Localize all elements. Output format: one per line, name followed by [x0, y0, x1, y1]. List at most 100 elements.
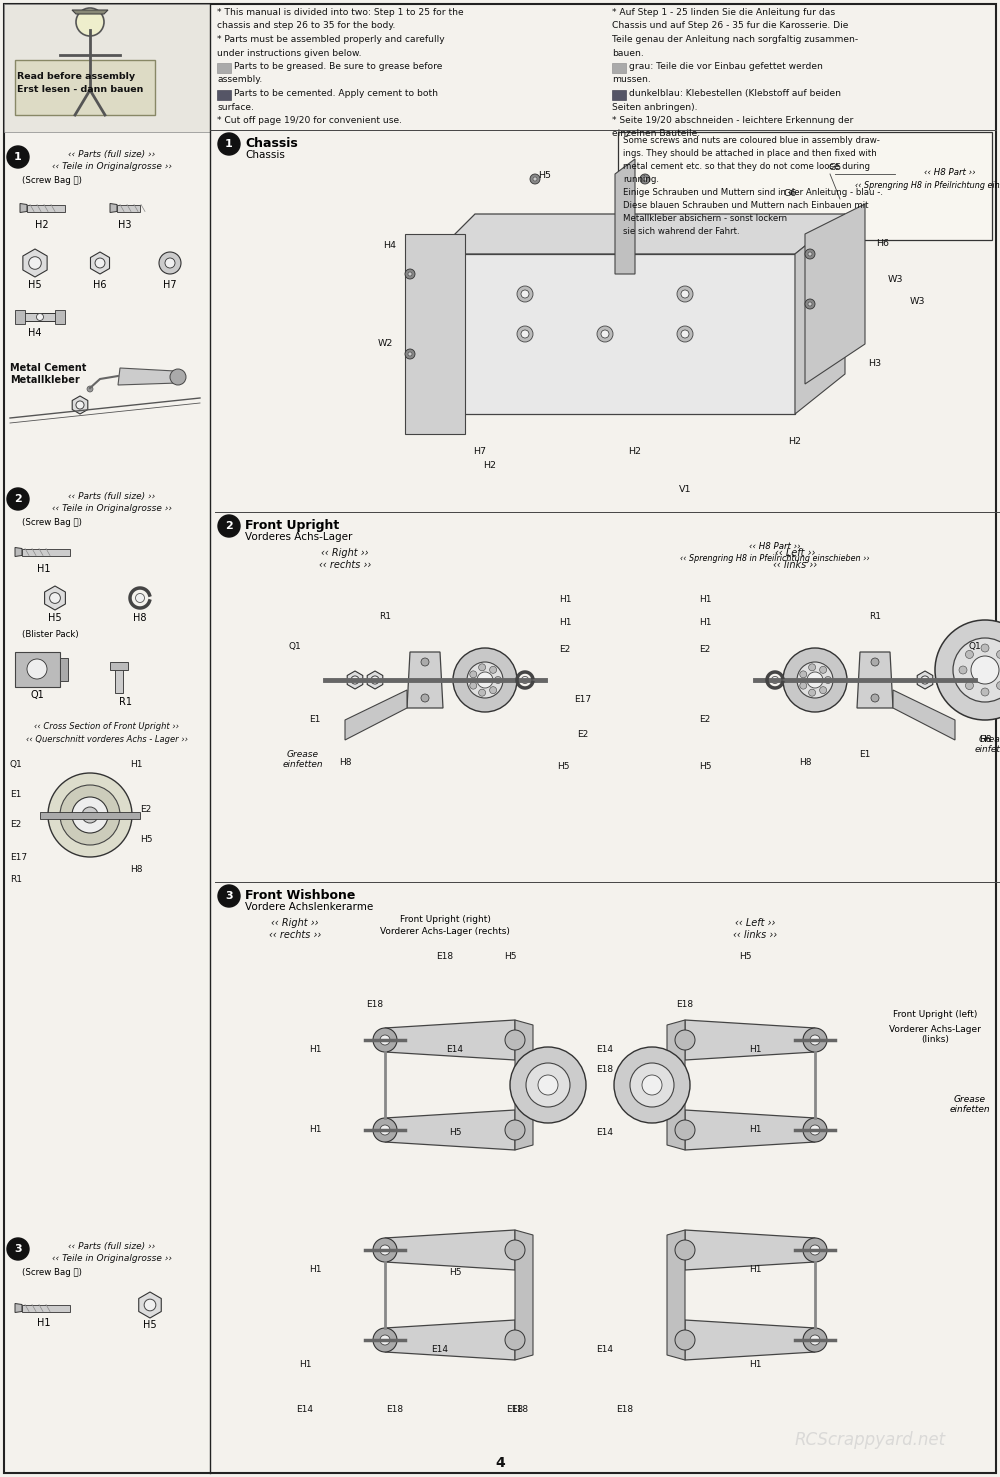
Text: Parts to be cemented. Apply cement to both: Parts to be cemented. Apply cement to bo…	[234, 89, 438, 97]
Bar	[618, 131, 992, 239]
Circle shape	[808, 253, 812, 256]
Circle shape	[677, 287, 693, 301]
Text: E18: E18	[436, 953, 454, 962]
Text: Vorderer Achs-Lager
(links): Vorderer Achs-Lager (links)	[889, 1025, 981, 1044]
Bar	[612, 64, 626, 72]
Text: H1: H1	[749, 1125, 761, 1134]
Circle shape	[921, 676, 929, 684]
Circle shape	[805, 298, 815, 309]
Text: Chassis: Chassis	[245, 151, 285, 160]
Polygon shape	[110, 204, 117, 213]
Circle shape	[530, 174, 540, 185]
Text: Teile genau der Anleitung nach sorgfaltig zusammen-: Teile genau der Anleitung nach sorgfalti…	[612, 35, 858, 44]
Text: H5: H5	[504, 953, 516, 962]
Circle shape	[467, 662, 503, 699]
Text: E14: E14	[432, 1346, 448, 1354]
Text: H7: H7	[163, 281, 177, 289]
Text: grau: Teile die vor Einbau gefettet werden: grau: Teile die vor Einbau gefettet werd…	[629, 62, 823, 71]
Bar	[117, 204, 140, 211]
Text: chassis and step 26 to 35 for the body.: chassis and step 26 to 35 for the body.	[217, 22, 395, 31]
Text: running.: running.	[623, 174, 659, 185]
Text: ‹‹ rechts ››: ‹‹ rechts ››	[269, 931, 321, 939]
Text: * This manual is divided into two: Step 1 to 25 for the: * This manual is divided into two: Step …	[217, 7, 464, 18]
Circle shape	[935, 620, 1000, 719]
Circle shape	[675, 1029, 695, 1050]
Circle shape	[453, 648, 517, 712]
Text: E18: E18	[386, 1405, 404, 1413]
Bar	[4, 4, 210, 131]
Text: H5: H5	[739, 953, 751, 962]
Polygon shape	[367, 671, 383, 688]
Text: H8: H8	[130, 866, 143, 874]
Text: ings. They should be attached in place and then fixed with: ings. They should be attached in place a…	[623, 149, 877, 158]
Circle shape	[681, 289, 689, 298]
Text: 3: 3	[225, 891, 233, 901]
Polygon shape	[118, 368, 178, 385]
Circle shape	[76, 7, 104, 35]
Text: (Blister Pack): (Blister Pack)	[22, 631, 79, 640]
Circle shape	[36, 313, 44, 321]
Circle shape	[405, 349, 415, 359]
Circle shape	[959, 666, 967, 674]
Text: Front Upright: Front Upright	[245, 518, 339, 532]
Circle shape	[965, 681, 973, 690]
Polygon shape	[15, 1304, 22, 1313]
Circle shape	[533, 177, 537, 182]
Text: H3: H3	[118, 220, 132, 230]
Circle shape	[170, 369, 186, 385]
Text: ‹‹ Teile in Originalgrosse ››: ‹‹ Teile in Originalgrosse ››	[52, 162, 172, 171]
Circle shape	[800, 671, 807, 678]
Text: 2: 2	[14, 493, 22, 504]
Polygon shape	[23, 250, 47, 278]
Text: Einige Schrauben und Muttern sind in der Anleitung - blau -.: Einige Schrauben und Muttern sind in der…	[623, 188, 883, 196]
Text: E18: E18	[511, 1405, 529, 1413]
Text: ‹‹ Parts (full size) ››: ‹‹ Parts (full size) ››	[68, 492, 156, 501]
Circle shape	[82, 806, 98, 823]
Text: E2: E2	[10, 820, 21, 829]
Circle shape	[640, 174, 650, 185]
Polygon shape	[15, 548, 22, 557]
Text: Vorderes Achs-Lager: Vorderes Achs-Lager	[245, 532, 352, 542]
Circle shape	[677, 326, 693, 343]
Polygon shape	[407, 651, 443, 707]
Text: Q1: Q1	[10, 761, 23, 770]
Text: ‹‹ H8 Part ››: ‹‹ H8 Part ››	[749, 542, 801, 551]
Circle shape	[373, 1118, 397, 1142]
Text: ‹‹ Sprengring H8 in Pfeilrichtung einschieben ››: ‹‹ Sprengring H8 in Pfeilrichtung einsch…	[855, 182, 1000, 191]
Text: H1: H1	[749, 1264, 761, 1275]
Text: E18: E18	[366, 1000, 384, 1009]
Polygon shape	[90, 253, 110, 275]
Text: einzelnen Bauteile.: einzelnen Bauteile.	[612, 130, 700, 139]
Text: H4: H4	[384, 242, 396, 251]
Circle shape	[601, 329, 609, 338]
Text: E18: E18	[676, 1000, 694, 1009]
Text: Vorderer Achs-Lager (rechts): Vorderer Achs-Lager (rechts)	[380, 928, 510, 936]
Polygon shape	[685, 1111, 815, 1151]
Circle shape	[48, 772, 132, 857]
Text: Read before assembly: Read before assembly	[17, 72, 135, 81]
Circle shape	[60, 784, 120, 845]
Circle shape	[675, 1329, 695, 1350]
Bar	[612, 90, 626, 100]
Text: H2: H2	[484, 461, 496, 471]
Text: ‹‹ Right ››: ‹‹ Right ››	[271, 919, 319, 928]
Text: 2: 2	[225, 521, 233, 532]
Text: H2: H2	[788, 437, 802, 446]
Text: ‹‹ links ››: ‹‹ links ››	[733, 931, 777, 939]
Text: R1: R1	[10, 874, 22, 885]
Polygon shape	[615, 160, 635, 275]
Circle shape	[971, 656, 999, 684]
Bar	[217, 64, 231, 72]
Text: H5: H5	[143, 1320, 157, 1329]
Text: (Screw Bag ⓘ): (Screw Bag ⓘ)	[22, 518, 82, 527]
Circle shape	[470, 682, 477, 690]
Circle shape	[871, 694, 879, 702]
Polygon shape	[435, 254, 795, 414]
Circle shape	[510, 1047, 586, 1123]
Text: H1: H1	[749, 1360, 761, 1369]
Text: H5: H5	[449, 1128, 461, 1137]
Text: Seiten anbringen).: Seiten anbringen).	[612, 102, 698, 111]
Circle shape	[521, 289, 529, 298]
Polygon shape	[857, 651, 893, 707]
Polygon shape	[515, 1230, 533, 1360]
